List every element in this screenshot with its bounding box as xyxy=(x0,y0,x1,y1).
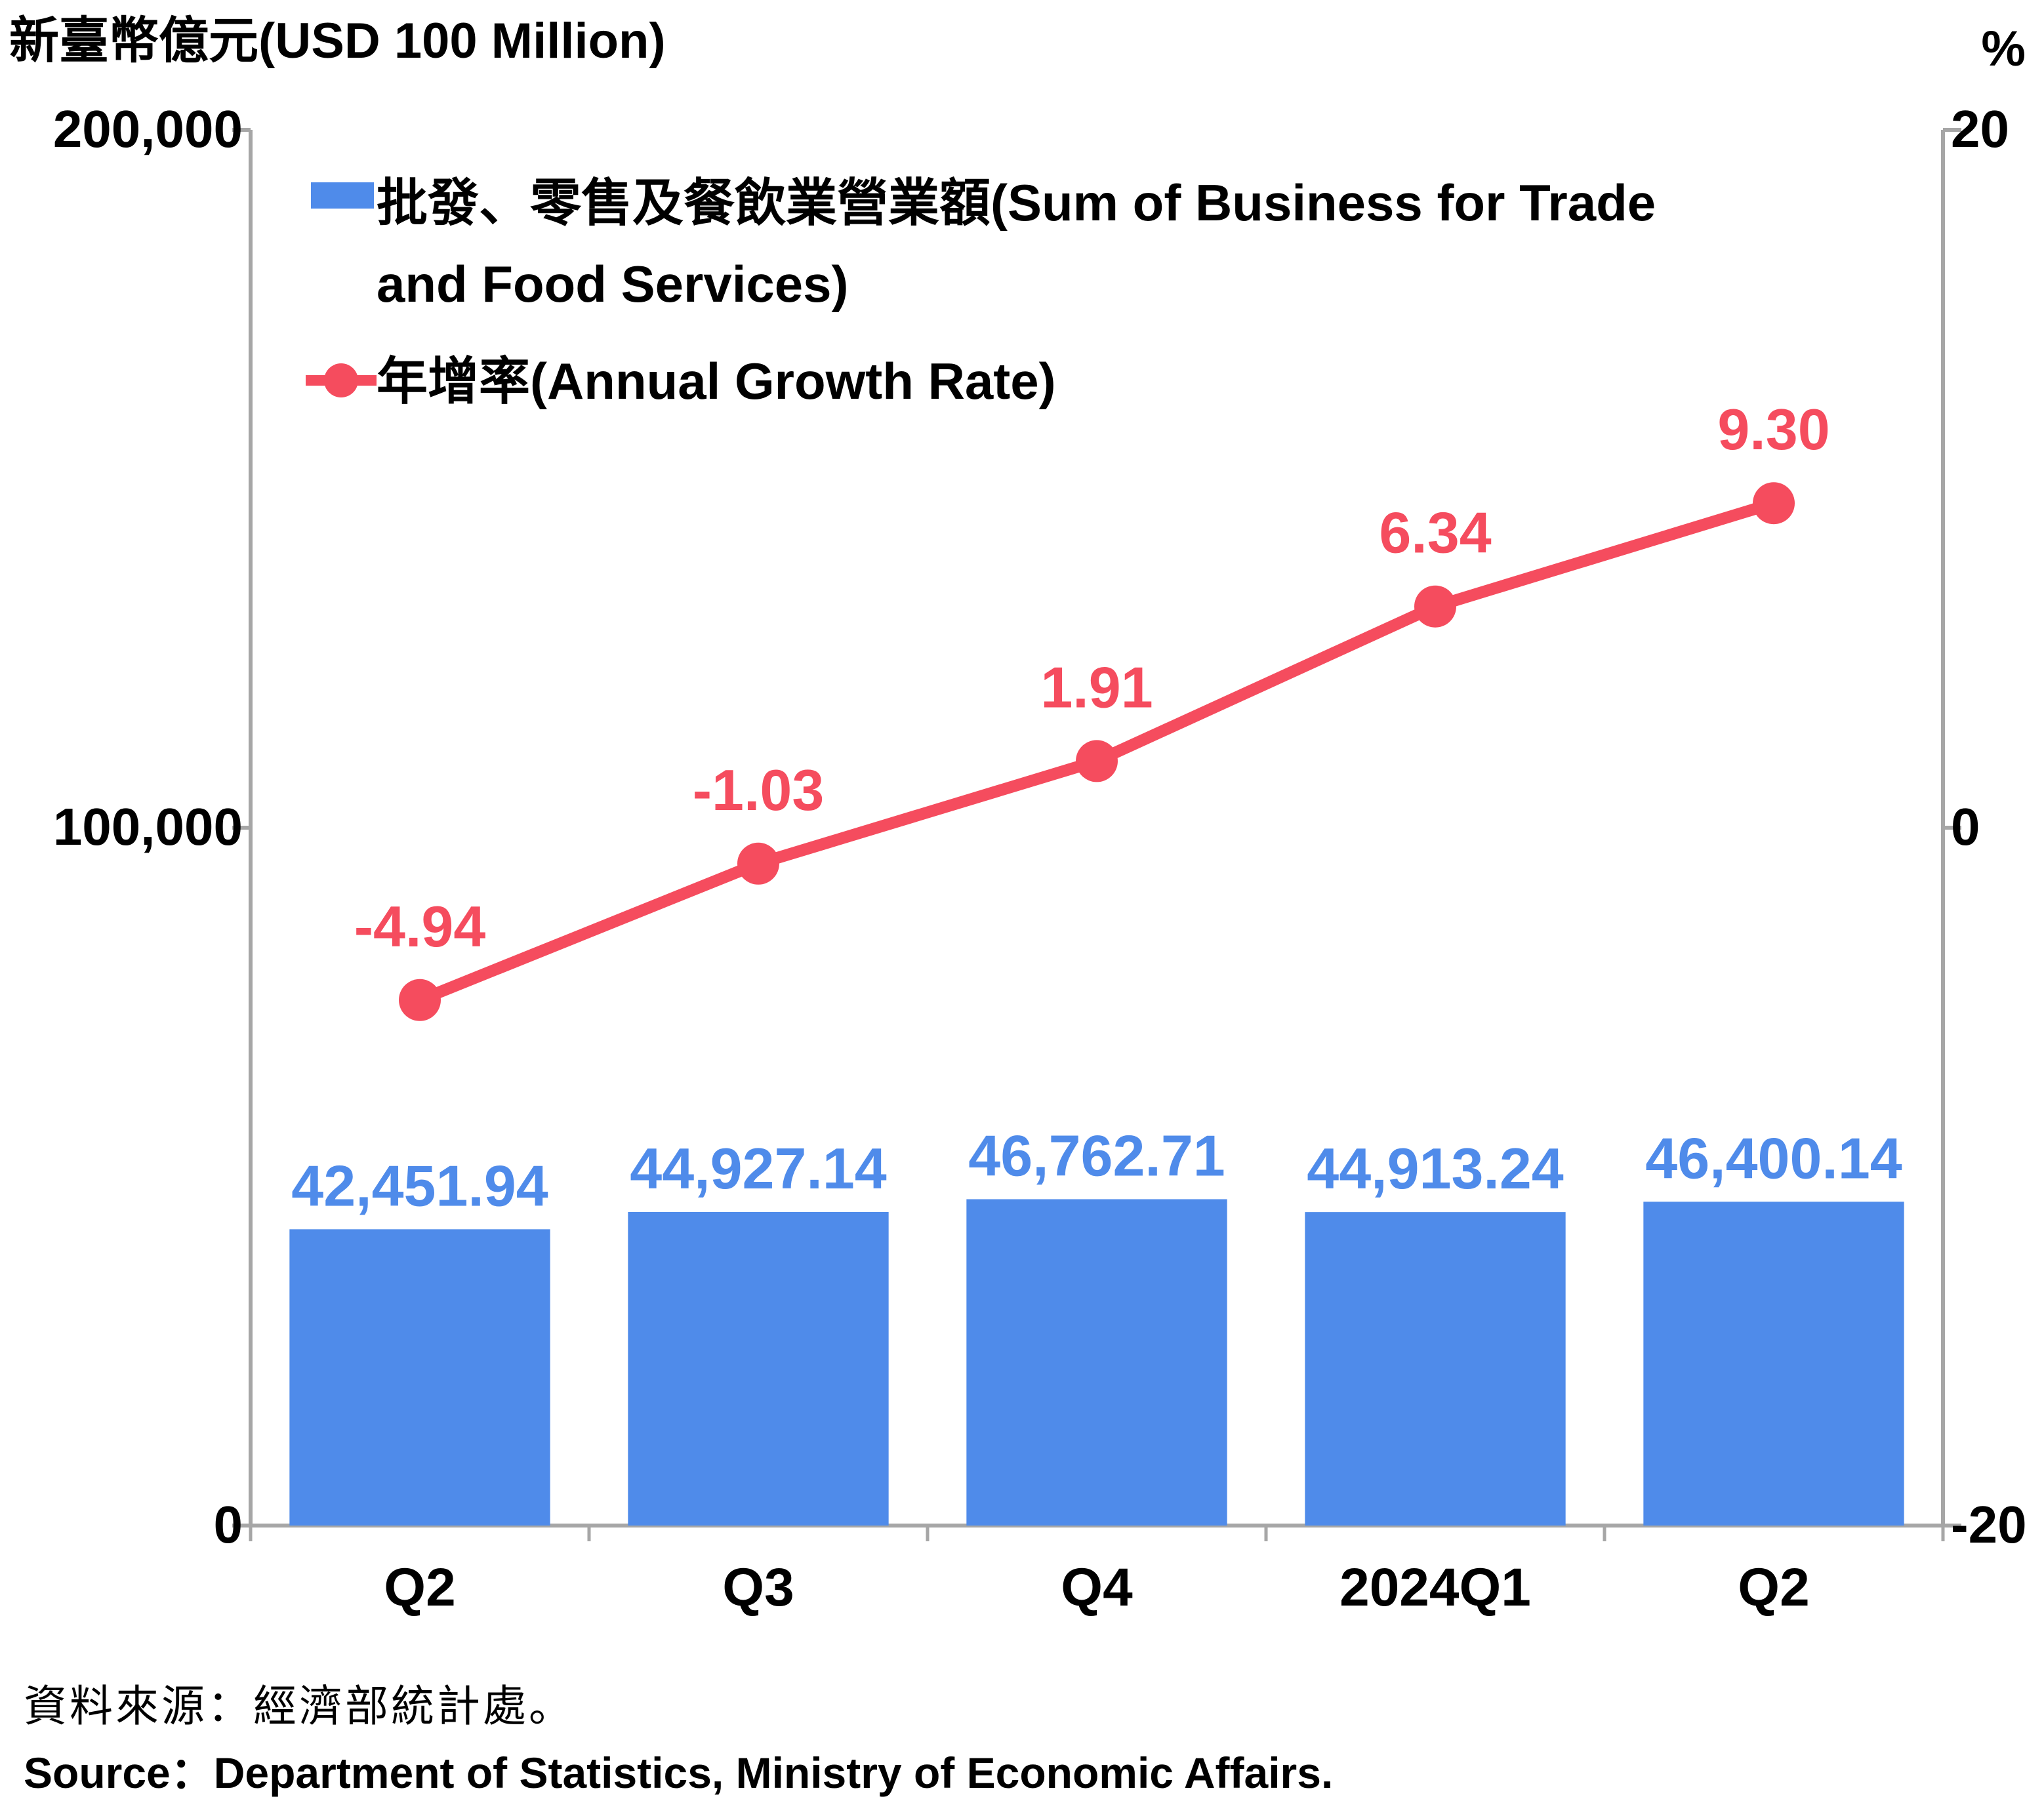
bar-series xyxy=(289,1199,1904,1526)
bar-value-label: 44,927.14 xyxy=(630,1136,887,1201)
growth-point xyxy=(1753,482,1795,525)
y-left-tick-label: 0 xyxy=(214,1495,243,1554)
growth-point xyxy=(1414,585,1456,628)
legend: 批發、零售及餐飲業營業額(Sum of Business for Trade an… xyxy=(306,174,1656,410)
bar-value-label: 44,913.24 xyxy=(1307,1136,1564,1201)
line-data-labels: -4.94 -1.03 1.91 6.34 9.30 xyxy=(354,397,1830,959)
x-tick-label: Q2 xyxy=(384,1558,455,1617)
growth-point xyxy=(1076,740,1118,782)
line-series xyxy=(399,482,1795,1021)
y-right-tick-label: 0 xyxy=(1951,798,1980,856)
y-right-tick-label: -20 xyxy=(1951,1495,2027,1554)
growth-value-label: -4.94 xyxy=(354,894,486,959)
x-tick-label: Q3 xyxy=(722,1558,794,1617)
x-tick-label: 2024Q1 xyxy=(1339,1558,1531,1617)
bar-value-label: 42,451.94 xyxy=(291,1153,548,1218)
bar xyxy=(1643,1202,1904,1526)
growth-value-label: 6.34 xyxy=(1379,500,1491,565)
bar-value-label: 46,400.14 xyxy=(1645,1125,1902,1190)
x-tick-label: Q2 xyxy=(1738,1558,1809,1617)
growth-point xyxy=(399,979,441,1021)
legend-bar-swatch xyxy=(311,182,374,209)
x-tick-label: Q4 xyxy=(1061,1558,1133,1617)
bar-data-labels: 42,451.94 44,927.14 46,762.71 44,913.24 46,4… xyxy=(291,1123,1902,1218)
tick-labels: 0 100,000 200,000 -20 0 20 Q2 Q3 Q4 2024Q1 Q2 xyxy=(53,100,2027,1617)
combo-chart: 新臺幣億元(USD 100 Million) % 42,451.94 44,927… xyxy=(9,13,2027,1617)
bar xyxy=(966,1199,1227,1526)
growth-value-label: 1.91 xyxy=(1040,655,1153,719)
growth-value-label: 9.30 xyxy=(1717,397,1829,462)
bar xyxy=(628,1211,889,1526)
source-note-en: Source：Department of Statistics, Ministr… xyxy=(24,1749,1334,1797)
y-right-tick-label: 20 xyxy=(1951,100,2009,158)
y-left-tick-label: 200,000 xyxy=(53,100,243,158)
bar xyxy=(1305,1212,1566,1526)
bar-value-label: 46,762.71 xyxy=(968,1123,1225,1188)
legend-bar-label: 批發、零售及餐飲業營業額(Sum of Business for Trade an… xyxy=(377,174,1656,313)
source-note-zh: 資料來源：經濟部統計處。 xyxy=(24,1682,575,1730)
y-left-axis-title: 新臺幣億元(USD 100 Million) xyxy=(9,13,666,69)
legend-line-label: 年增率(Annual Growth Rate) xyxy=(377,352,1056,410)
legend-line-marker xyxy=(324,363,358,397)
y-right-axis-title: % xyxy=(1981,21,2026,77)
y-left-tick-label: 100,000 xyxy=(53,798,243,856)
growth-point xyxy=(737,842,779,885)
bar xyxy=(289,1229,550,1526)
growth-value-label: -1.03 xyxy=(693,758,825,822)
